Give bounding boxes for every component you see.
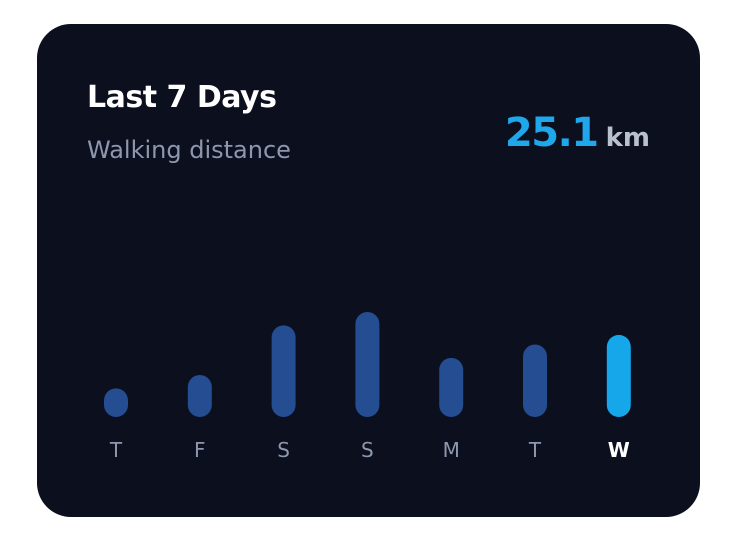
total-distance-unit: km [605, 123, 650, 153]
total-distance: 25.1 km [505, 110, 650, 156]
total-distance-value: 25.1 [504, 110, 599, 156]
day-label-6: W [608, 438, 630, 462]
walking-distance-card: Last 7 Days Walking distance 25.1 km T F S… [37, 24, 700, 517]
day-label-5: T [528, 438, 542, 462]
day-label-1: F [194, 438, 206, 462]
day-label-4: M [443, 438, 460, 462]
day-label-2: S [277, 438, 290, 462]
bar-2 [271, 325, 296, 417]
bar-6 [606, 334, 631, 417]
day-label-0: T [109, 438, 123, 462]
bar-5 [523, 344, 547, 417]
day-label-3: S [361, 438, 374, 462]
bar-4 [439, 357, 464, 417]
bar-0 [104, 388, 128, 417]
card-title: Last 7 Days [87, 80, 277, 115]
bar-3 [355, 312, 380, 417]
card-subtitle: Walking distance [87, 136, 291, 164]
bar-1 [187, 375, 212, 417]
